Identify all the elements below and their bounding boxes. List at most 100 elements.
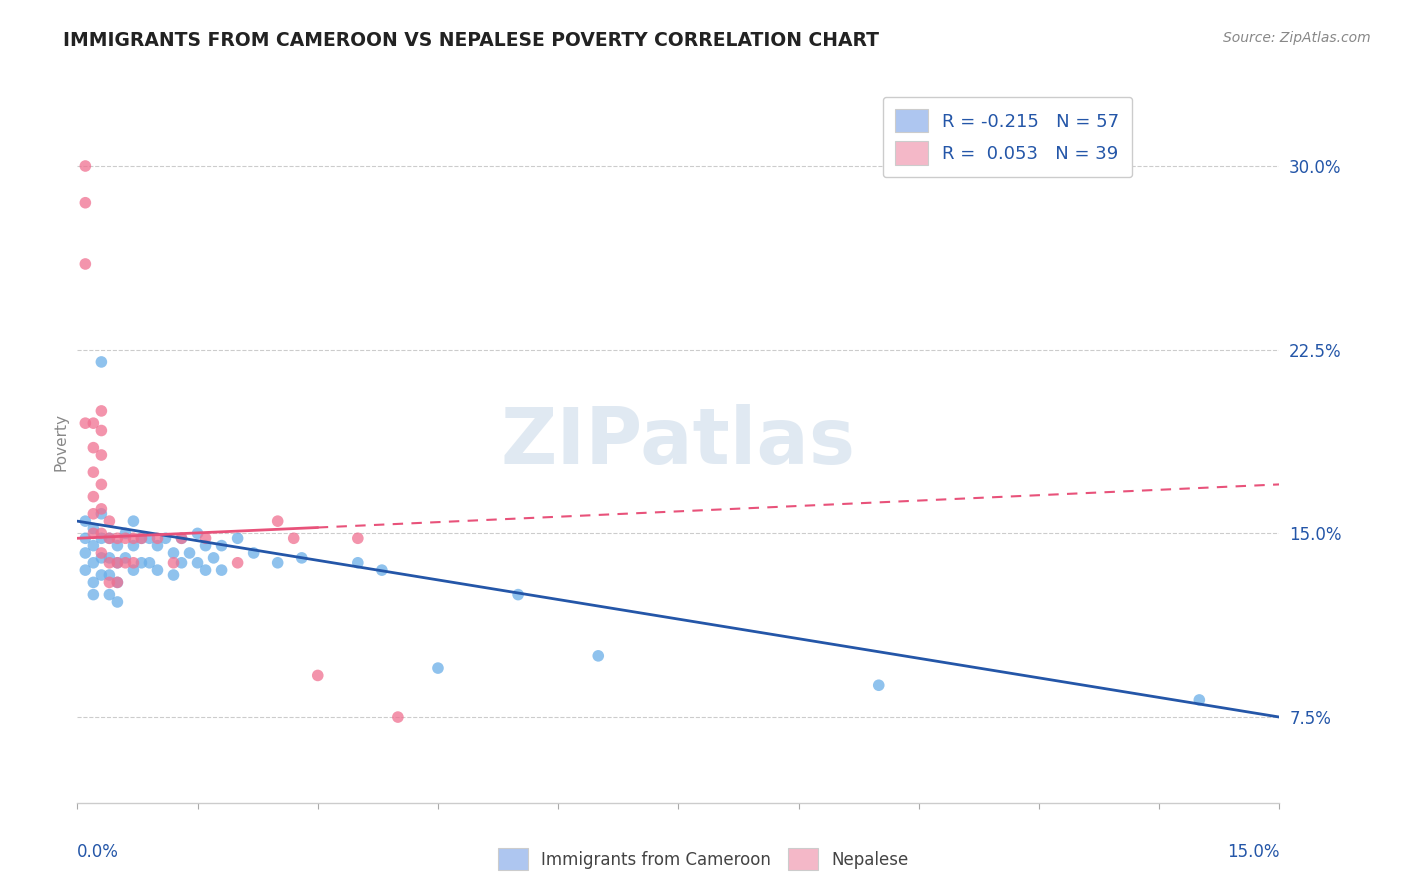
Point xyxy=(170,531,193,545)
Point xyxy=(194,539,217,553)
Point xyxy=(82,526,104,541)
Point xyxy=(138,531,160,545)
Point xyxy=(508,588,530,602)
Point xyxy=(75,257,97,271)
Point xyxy=(1188,693,1211,707)
Point xyxy=(82,507,104,521)
Point xyxy=(347,531,370,545)
Point xyxy=(75,416,97,430)
Point xyxy=(90,546,112,560)
Point xyxy=(98,575,121,590)
Point xyxy=(107,575,129,590)
Point xyxy=(98,550,121,565)
Text: 0.0%: 0.0% xyxy=(77,843,120,861)
Point xyxy=(387,710,409,724)
Point xyxy=(75,563,97,577)
Point xyxy=(75,159,97,173)
Point xyxy=(114,550,136,565)
Point xyxy=(427,661,450,675)
Text: ZIPatlas: ZIPatlas xyxy=(501,403,856,480)
Point xyxy=(211,539,233,553)
Point xyxy=(90,502,112,516)
Point xyxy=(114,526,136,541)
Point xyxy=(588,648,610,663)
Point xyxy=(122,539,145,553)
Point xyxy=(107,539,129,553)
Point xyxy=(179,546,201,560)
Text: 15.0%: 15.0% xyxy=(1227,843,1279,861)
Point xyxy=(98,556,121,570)
Point xyxy=(114,556,136,570)
Point xyxy=(146,539,169,553)
Point xyxy=(75,531,97,545)
Point xyxy=(131,556,153,570)
Point xyxy=(122,531,145,545)
Point xyxy=(122,514,145,528)
Point xyxy=(75,546,97,560)
Point xyxy=(122,563,145,577)
Point xyxy=(242,546,264,560)
Text: Source: ZipAtlas.com: Source: ZipAtlas.com xyxy=(1223,31,1371,45)
Point xyxy=(98,568,121,582)
Point xyxy=(347,556,370,570)
Point xyxy=(122,556,145,570)
Point xyxy=(82,556,104,570)
Point xyxy=(90,531,112,545)
Point xyxy=(226,556,249,570)
Legend: R = -0.215   N = 57, R =  0.053   N = 39: R = -0.215 N = 57, R = 0.053 N = 39 xyxy=(883,96,1132,178)
Point xyxy=(107,556,129,570)
Point xyxy=(226,531,249,545)
Point xyxy=(291,550,314,565)
Point xyxy=(170,556,193,570)
Point xyxy=(98,531,121,545)
Point xyxy=(194,563,217,577)
Point xyxy=(131,531,153,545)
Y-axis label: Poverty: Poverty xyxy=(53,412,69,471)
Legend: Immigrants from Cameroon, Nepalese: Immigrants from Cameroon, Nepalese xyxy=(491,842,915,877)
Point xyxy=(138,556,160,570)
Point xyxy=(90,507,112,521)
Point xyxy=(194,531,217,545)
Point xyxy=(107,531,129,545)
Point xyxy=(75,514,97,528)
Point xyxy=(90,448,112,462)
Point xyxy=(170,531,193,545)
Point xyxy=(107,556,129,570)
Point xyxy=(82,465,104,479)
Point xyxy=(90,568,112,582)
Point xyxy=(307,668,329,682)
Point xyxy=(82,539,104,553)
Point xyxy=(868,678,890,692)
Point xyxy=(90,355,112,369)
Point xyxy=(98,531,121,545)
Point xyxy=(90,424,112,438)
Point xyxy=(75,195,97,210)
Point xyxy=(162,556,184,570)
Point xyxy=(211,563,233,577)
Point xyxy=(82,575,104,590)
Point xyxy=(267,556,290,570)
Point xyxy=(90,404,112,418)
Point xyxy=(202,550,225,565)
Point xyxy=(371,563,394,577)
Point xyxy=(98,588,121,602)
Point xyxy=(162,568,184,582)
Point xyxy=(90,526,112,541)
Point xyxy=(186,556,209,570)
Point xyxy=(90,550,112,565)
Point xyxy=(186,526,209,541)
Point xyxy=(82,441,104,455)
Point xyxy=(82,521,104,535)
Point xyxy=(90,477,112,491)
Point xyxy=(155,531,177,545)
Point xyxy=(146,531,169,545)
Text: IMMIGRANTS FROM CAMEROON VS NEPALESE POVERTY CORRELATION CHART: IMMIGRANTS FROM CAMEROON VS NEPALESE POV… xyxy=(63,31,879,50)
Point xyxy=(107,595,129,609)
Point xyxy=(146,563,169,577)
Point xyxy=(162,546,184,560)
Point xyxy=(267,514,290,528)
Point xyxy=(107,575,129,590)
Point xyxy=(131,531,153,545)
Point xyxy=(82,490,104,504)
Point xyxy=(283,531,305,545)
